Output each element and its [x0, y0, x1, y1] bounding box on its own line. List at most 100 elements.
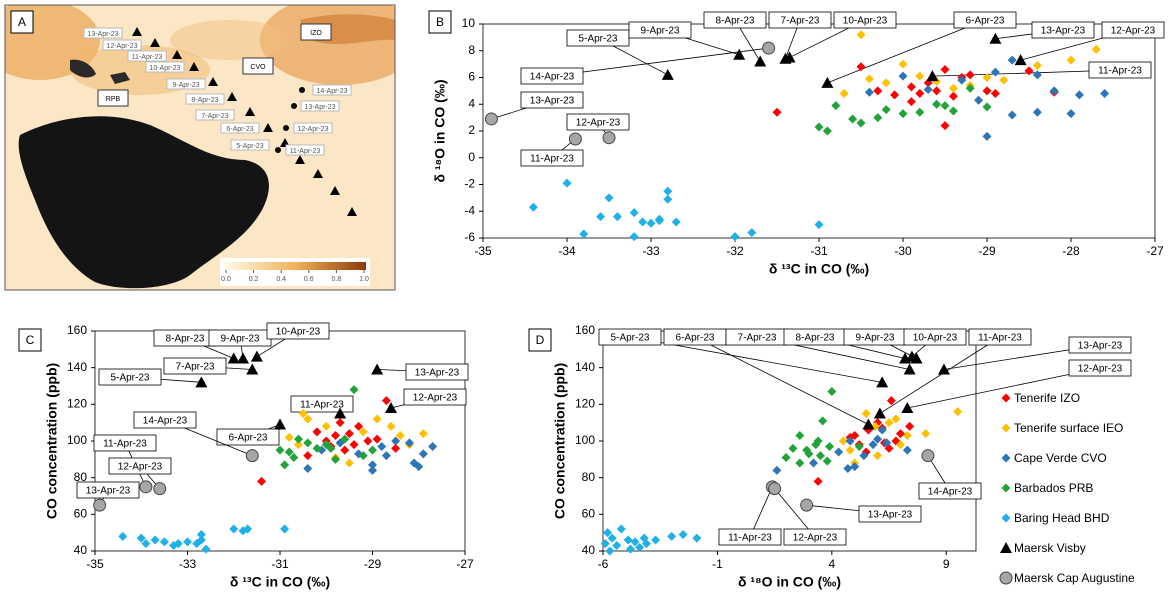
callout-label: 7-Apr-23	[738, 333, 777, 344]
diamond-point	[626, 545, 635, 554]
station-label: CVO	[250, 64, 266, 71]
diamond-point	[377, 442, 386, 451]
diamond-point	[340, 446, 349, 455]
diamond-point	[816, 451, 825, 460]
callout-label: 6-Apr-23	[966, 16, 1005, 27]
map-shading	[170, 20, 290, 60]
x-axis-title: δ ¹³C in CO (‰)	[769, 261, 869, 277]
diamond-point	[788, 444, 797, 453]
callout-label: 9-Apr-23	[641, 26, 680, 37]
figure: A IZO CVO RPB 13-Apr-23 12-Apr-23 11-Apr-23 10-…	[0, 0, 1171, 599]
diamond-point	[373, 435, 382, 444]
callout-label: 11-Apr-23	[530, 154, 574, 165]
circle-point	[603, 132, 615, 144]
y-tick-label: 160	[575, 323, 595, 337]
callout-label: 7-Apr-23	[176, 362, 215, 373]
callouts: 5-Apr-236-Apr-237-Apr-238-Apr-239-Apr-23…	[77, 323, 468, 505]
callout-label: 13-Apr-23	[1078, 341, 1123, 352]
station-label: IZO	[310, 30, 322, 37]
panel-label: A	[18, 15, 26, 29]
diamond-point	[953, 407, 962, 416]
colorbar-tick-label: 1.0	[359, 276, 369, 283]
diamond-point	[663, 195, 672, 204]
diamond-point	[873, 451, 882, 460]
diamond-point	[896, 429, 905, 438]
diamond-point	[382, 451, 391, 460]
diamond-point	[747, 228, 756, 237]
diamond-point	[903, 431, 912, 440]
diamond-point	[322, 422, 331, 431]
triangle-point	[754, 55, 766, 66]
callout-label: 13-Apr-23	[530, 96, 575, 107]
x-tick-label: 9	[943, 557, 950, 571]
diamond-point	[991, 89, 1000, 98]
callout-label: 5-Apr-23	[111, 373, 150, 384]
station-label: RPB	[106, 96, 121, 103]
y-tick-label: 120	[575, 397, 595, 411]
diamond-point	[655, 216, 664, 225]
diamond-point	[857, 118, 866, 127]
callout-label: 13-Apr-23	[415, 368, 460, 379]
callout-line	[827, 20, 985, 83]
y-tick-label: -2	[464, 177, 475, 191]
diamond-point	[605, 193, 614, 202]
legend-label: Tenerife surface IEO	[1014, 421, 1123, 435]
diamond-point	[672, 217, 681, 226]
triangle-point	[251, 351, 263, 362]
diamond-point	[949, 106, 958, 115]
diamond-point	[983, 102, 992, 111]
y-tick-label: 6	[468, 70, 475, 84]
callout-label: 10-Apr-23	[913, 333, 958, 344]
diamond-point	[865, 88, 874, 97]
x-tick-label: -33	[642, 244, 660, 258]
callouts: 5-Apr-236-Apr-237-Apr-238-Apr-239-Apr-23…	[491, 12, 1164, 166]
diamond-point	[809, 459, 818, 468]
circle-point	[94, 499, 106, 511]
y-tick-label: 0	[468, 150, 475, 164]
date-label: 13-Apr-23	[304, 104, 335, 111]
diamond-point	[831, 101, 840, 110]
diamond-point	[1075, 90, 1084, 99]
x-tick-label: -31	[810, 244, 828, 258]
diamond-point	[663, 187, 672, 196]
circle-point	[769, 483, 781, 495]
diamond-point	[579, 229, 588, 238]
colorbar-tick-label: 0.0	[221, 276, 231, 283]
diamond-point	[363, 437, 372, 446]
callout-label: 11-Apr-23	[300, 400, 344, 411]
diamond-point	[815, 220, 824, 229]
x-tick-label: -33	[179, 557, 197, 571]
callout-label: 13-Apr-23	[1041, 26, 1086, 37]
diamond-point	[1092, 45, 1101, 54]
diamond-point	[428, 442, 437, 451]
diamond-point	[772, 466, 781, 475]
x-axis-title: δ ¹³C in CO (‰)	[230, 574, 330, 590]
diamond-point	[368, 446, 377, 455]
date-label: 7-Apr-23	[201, 113, 228, 120]
callout-label: 12-Apr-23	[118, 462, 163, 473]
ship-marker	[283, 125, 289, 131]
y-tick-label: 100	[67, 433, 87, 447]
x-tick-label: -30	[894, 244, 912, 258]
legend-label: Cape Verde CVO	[1014, 451, 1107, 465]
diamond-point	[382, 396, 391, 405]
callout-line	[695, 337, 868, 425]
diamond-point	[1100, 89, 1109, 98]
legend-swatch	[1002, 514, 1011, 523]
diamond-point	[118, 532, 127, 541]
diamond-point	[999, 76, 1008, 85]
diamond-point	[903, 446, 912, 455]
diamond-point	[630, 208, 639, 217]
diamond-point	[202, 545, 211, 554]
diamond-point	[795, 431, 804, 440]
diamond-point	[932, 86, 941, 95]
date-label: 11-Apr-23	[132, 54, 163, 61]
circle-point	[485, 113, 497, 125]
diamond-point	[840, 89, 849, 98]
x-tick-label: -27	[1146, 244, 1164, 258]
diamond-point	[818, 416, 827, 425]
diamond-point	[257, 477, 266, 486]
legend-swatch	[1000, 542, 1012, 553]
diamond-point	[647, 219, 656, 228]
x-tick-label: 4	[828, 557, 835, 571]
